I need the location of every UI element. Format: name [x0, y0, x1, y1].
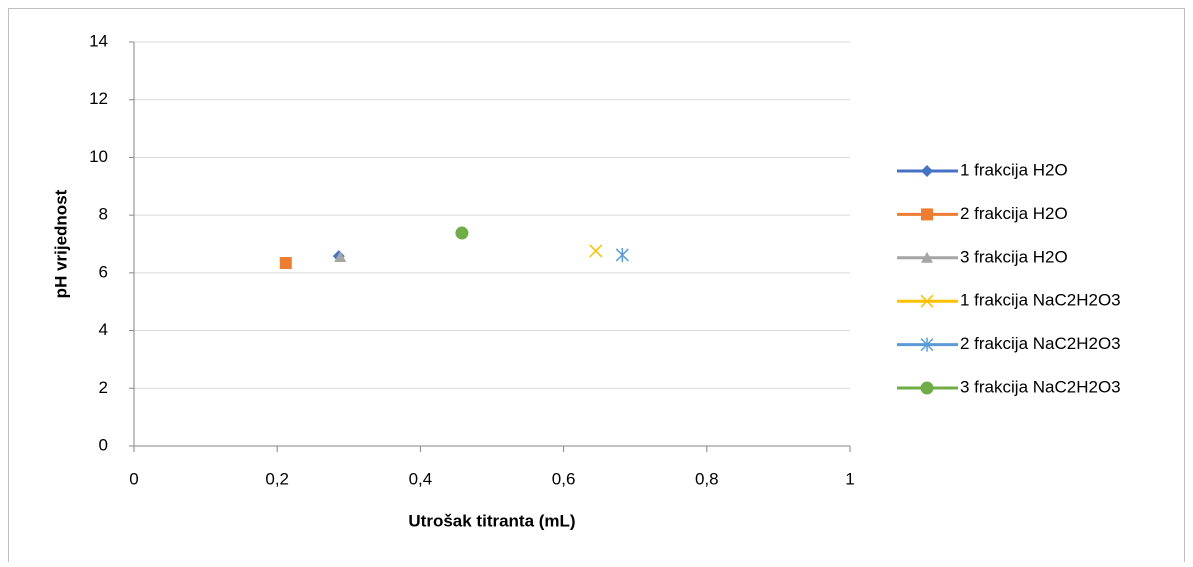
marker-shape — [334, 250, 347, 262]
y-tick-label: 4 — [99, 320, 108, 339]
x-tick-label: 0,4 — [409, 469, 433, 488]
y-tick-label: 0 — [99, 435, 108, 454]
marker-shape — [589, 244, 603, 258]
data-point — [334, 250, 347, 262]
legend-marker — [920, 381, 934, 395]
marker-shape — [279, 257, 292, 270]
x-tick-label: 0 — [129, 469, 138, 488]
marker-shape — [615, 247, 629, 262]
data-point — [455, 226, 469, 240]
legend-marker — [921, 251, 933, 263]
marker-shape — [920, 381, 934, 395]
data-point — [279, 257, 292, 270]
marker-shape — [920, 337, 934, 352]
marker-shape — [921, 208, 933, 221]
legend-marker — [920, 294, 934, 308]
y-tick-label: 14 — [89, 31, 108, 50]
chart-frame — [8, 8, 1185, 567]
x-tick-label: 0,6 — [552, 469, 576, 488]
data-point — [589, 244, 603, 258]
legend-marker — [921, 208, 933, 221]
y-axis-title: pH vrijednost — [51, 189, 70, 298]
x-tick-label: 1 — [845, 469, 854, 488]
x-axis-title: Utrošak titranta (mL) — [408, 511, 575, 530]
legend-label: 1 frakcija NaC2H2O3 — [960, 291, 1121, 310]
legend-marker — [920, 337, 934, 352]
legend-label: 1 frakcija H2O — [960, 160, 1068, 179]
y-tick-label: 6 — [99, 262, 108, 281]
marker-shape — [920, 294, 934, 308]
y-tick-label: 12 — [89, 89, 108, 108]
legend-label: 3 frakcija NaC2H2O3 — [960, 377, 1121, 396]
legend-marker — [921, 165, 933, 177]
y-tick-label: 2 — [99, 378, 108, 397]
marker-shape — [921, 165, 933, 177]
x-tick-label: 0,2 — [265, 469, 289, 488]
legend-label: 3 frakcija H2O — [960, 247, 1068, 266]
x-tick-label: 0,8 — [695, 469, 719, 488]
y-tick-label: 8 — [99, 205, 108, 224]
data-point — [615, 247, 629, 262]
marker-shape — [921, 251, 933, 263]
legend-label: 2 frakcija NaC2H2O3 — [960, 334, 1121, 353]
marker-shape — [455, 226, 469, 240]
legend-label: 2 frakcija H2O — [960, 204, 1068, 223]
y-tick-label: 10 — [89, 147, 108, 166]
